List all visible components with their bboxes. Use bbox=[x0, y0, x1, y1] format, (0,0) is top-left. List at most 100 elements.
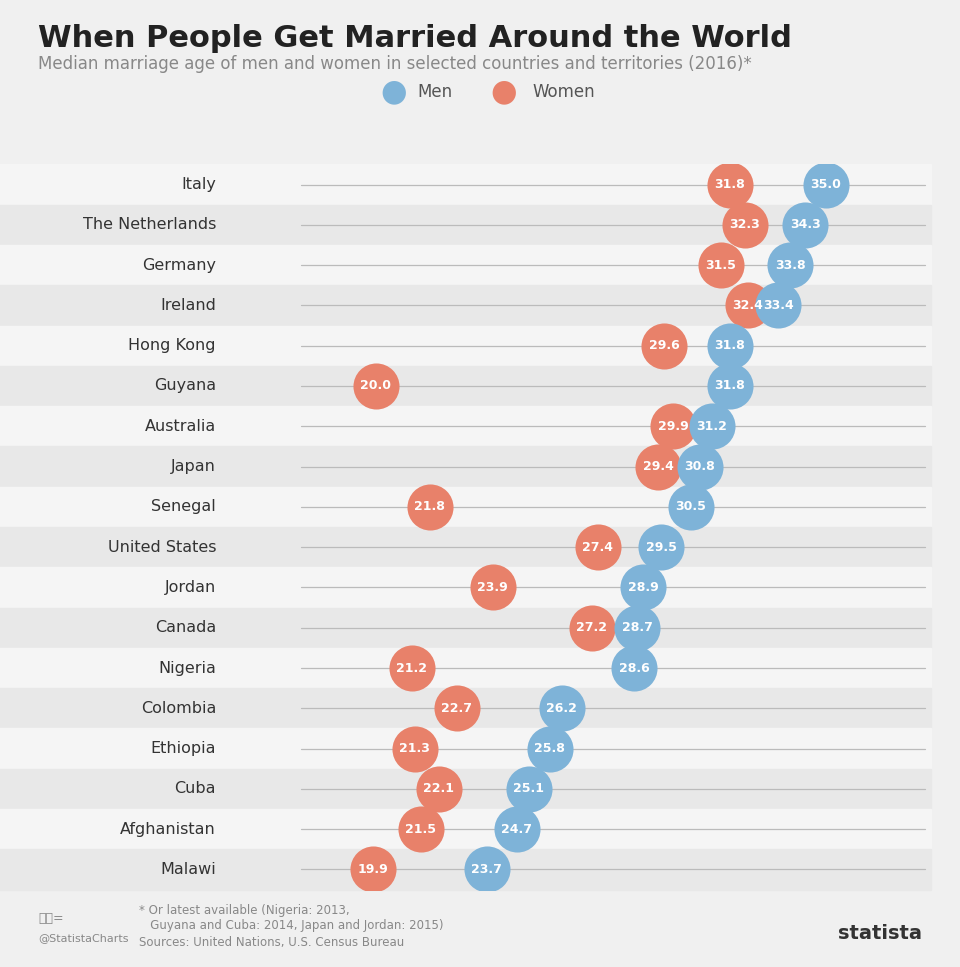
Point bbox=[705, 419, 720, 434]
Text: 25.1: 25.1 bbox=[514, 782, 544, 796]
Bar bbox=[0, 205, 931, 245]
Bar bbox=[0, 607, 931, 648]
Text: 34.3: 34.3 bbox=[790, 219, 821, 231]
Text: 28.9: 28.9 bbox=[628, 581, 659, 594]
Text: United States: United States bbox=[108, 540, 216, 555]
Text: Guyana: Guyana bbox=[154, 378, 216, 394]
Text: 29.4: 29.4 bbox=[642, 460, 673, 473]
Bar bbox=[226, 366, 931, 406]
Point bbox=[665, 419, 681, 434]
Bar bbox=[0, 809, 931, 849]
Text: Italy: Italy bbox=[181, 177, 216, 192]
Text: 31.8: 31.8 bbox=[714, 339, 745, 352]
Point bbox=[629, 620, 644, 635]
Text: 21.3: 21.3 bbox=[399, 742, 430, 755]
Text: Jordan: Jordan bbox=[165, 580, 216, 595]
Text: ⒸⒾ=: ⒸⒾ= bbox=[38, 912, 64, 925]
Bar bbox=[0, 689, 931, 728]
Point bbox=[413, 822, 428, 837]
Bar bbox=[226, 769, 931, 809]
Point bbox=[654, 540, 669, 555]
Point bbox=[722, 378, 737, 394]
Text: @StatistaCharts: @StatistaCharts bbox=[38, 933, 129, 943]
Bar bbox=[0, 245, 931, 285]
Text: 31.5: 31.5 bbox=[706, 258, 736, 272]
Bar bbox=[226, 326, 931, 366]
Bar bbox=[226, 205, 931, 245]
Point bbox=[368, 378, 383, 394]
Text: Japan: Japan bbox=[171, 459, 216, 474]
Text: Hong Kong: Hong Kong bbox=[129, 338, 216, 353]
Bar bbox=[0, 285, 931, 326]
Text: Australia: Australia bbox=[145, 419, 216, 434]
Point bbox=[404, 660, 420, 676]
Text: 28.6: 28.6 bbox=[618, 661, 649, 675]
Bar bbox=[0, 728, 931, 769]
Text: 29.5: 29.5 bbox=[645, 541, 677, 554]
Text: 27.4: 27.4 bbox=[583, 541, 613, 554]
Point bbox=[740, 298, 756, 313]
Point bbox=[422, 499, 438, 514]
Text: 23.7: 23.7 bbox=[471, 863, 502, 876]
Bar bbox=[226, 245, 931, 285]
Text: 22.7: 22.7 bbox=[442, 702, 472, 715]
Bar bbox=[0, 164, 931, 205]
Point bbox=[650, 459, 665, 475]
Text: 33.4: 33.4 bbox=[762, 299, 794, 312]
Text: ●: ● bbox=[380, 77, 407, 106]
Text: Nigeria: Nigeria bbox=[158, 660, 216, 676]
Text: Canada: Canada bbox=[155, 620, 216, 635]
Text: 29.6: 29.6 bbox=[649, 339, 680, 352]
Point bbox=[407, 741, 422, 756]
Point bbox=[590, 540, 606, 555]
Bar bbox=[226, 285, 931, 326]
Point bbox=[636, 580, 651, 596]
Text: Senegal: Senegal bbox=[152, 499, 216, 514]
Bar bbox=[0, 486, 931, 527]
Bar bbox=[0, 527, 931, 568]
Point bbox=[782, 257, 798, 273]
Text: Colombia: Colombia bbox=[140, 701, 216, 716]
Point bbox=[521, 781, 537, 797]
Point bbox=[509, 822, 524, 837]
Bar bbox=[226, 728, 931, 769]
Bar bbox=[0, 447, 931, 486]
Bar bbox=[0, 849, 931, 890]
Point bbox=[770, 298, 785, 313]
Point bbox=[722, 338, 737, 354]
Bar bbox=[226, 406, 931, 447]
Text: When People Get Married Around the World: When People Get Married Around the World bbox=[38, 24, 792, 53]
Point bbox=[737, 218, 753, 233]
Point bbox=[554, 700, 569, 716]
Point bbox=[485, 580, 500, 596]
Text: 32.4: 32.4 bbox=[732, 299, 763, 312]
Text: Men: Men bbox=[418, 83, 453, 101]
Text: Cuba: Cuba bbox=[175, 781, 216, 797]
Text: 32.3: 32.3 bbox=[730, 219, 760, 231]
Text: 22.1: 22.1 bbox=[423, 782, 454, 796]
Bar bbox=[0, 769, 931, 809]
Text: Women: Women bbox=[533, 83, 595, 101]
Text: 35.0: 35.0 bbox=[810, 178, 842, 191]
Text: 23.9: 23.9 bbox=[477, 581, 508, 594]
Bar bbox=[226, 527, 931, 568]
Point bbox=[798, 218, 813, 233]
Point bbox=[684, 499, 699, 514]
Text: Ethiopia: Ethiopia bbox=[151, 741, 216, 756]
Text: Afghanistan: Afghanistan bbox=[120, 822, 216, 836]
Bar bbox=[226, 447, 931, 486]
Point bbox=[713, 257, 729, 273]
Point bbox=[626, 660, 641, 676]
Bar bbox=[226, 164, 931, 205]
Point bbox=[365, 862, 380, 877]
Text: 30.8: 30.8 bbox=[684, 460, 715, 473]
Text: ●: ● bbox=[491, 77, 517, 106]
Text: 28.7: 28.7 bbox=[621, 621, 653, 634]
Point bbox=[692, 459, 708, 475]
Text: 27.2: 27.2 bbox=[576, 621, 608, 634]
Text: * Or latest available (Nigeria: 2013,
   Guyana and Cuba: 2014, Japan and Jordan: * Or latest available (Nigeria: 2013, Gu… bbox=[139, 904, 444, 932]
Bar bbox=[0, 406, 931, 447]
Text: Median marriage age of men and women in selected countries and territories (2016: Median marriage age of men and women in … bbox=[38, 55, 752, 73]
Bar bbox=[226, 607, 931, 648]
Text: 20.0: 20.0 bbox=[360, 379, 392, 393]
